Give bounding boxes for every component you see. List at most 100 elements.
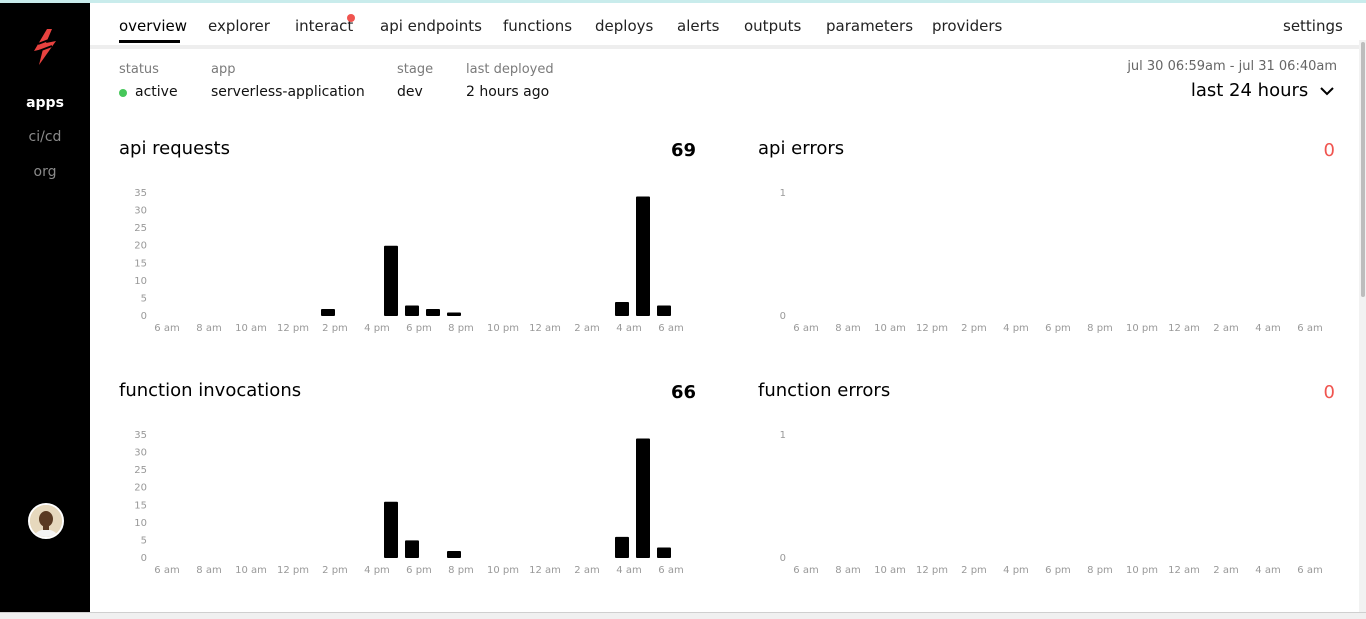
function-errors-x-tick: 2 am [1213,565,1238,576]
api-errors-y-tick: 1 [780,188,786,199]
api-requests-y-tick: 20 [134,241,147,252]
function-invocations-y-tick: 20 [134,483,147,494]
function-invocations-bar[interactable] [447,550,461,558]
scrollbar-track[interactable] [1359,40,1366,612]
function-invocations-y-tick: 30 [134,448,147,459]
function-invocations-x-tick: 12 am [529,565,561,576]
api-requests-bar[interactable] [321,308,335,316]
api-requests-bar[interactable] [447,312,461,316]
function-invocations-x-tick: 6 am [154,565,179,576]
api-requests-bar[interactable] [426,308,440,316]
function-invocations-x-tick: 8 am [196,565,221,576]
function-invocations-bar[interactable] [636,438,650,558]
status-label: status [119,62,159,77]
function-invocations-chart: 0 5 10 15 20 25 30 35 6 am 8 am 10 am 12 pm 2 pm 4 pm… [134,430,683,576]
api-errors-x-tick: 12 am [1168,323,1200,334]
function-invocations-total: 66 [670,382,696,403]
api-requests-y-tick: 35 [134,188,147,199]
api-errors-x-tick: 2 pm [961,323,987,334]
time-range-select[interactable]: last 24 hours [1191,80,1334,101]
api-requests-bar[interactable] [657,305,671,316]
stage-label: stage [397,62,434,77]
api-errors-x-tick: 4 pm [1003,323,1029,334]
function-errors-chart: 0 1 6 am 8 am 10 am 12 pm 2 pm 4 pm 6 pm 8 pm 10 p… [780,430,1323,576]
function-errors-x-tick: 6 am [793,565,818,576]
notification-dot [347,14,355,22]
tab-overview[interactable]: overview [119,17,187,35]
time-range-text: jul 30 06:59am - jul 31 06:40am [1127,59,1337,74]
function-invocations-bar[interactable] [384,501,398,558]
api-requests-y-tick: 15 [134,258,147,269]
tab-outputs[interactable]: outputs [744,17,802,35]
sidebar-item-cicd[interactable]: ci/cd [28,129,62,145]
avatar[interactable] [28,503,64,539]
function-invocations-x-tick: 4 pm [364,565,390,576]
function-invocations-bar[interactable] [615,536,629,558]
api-requests-x-tick: 4 am [616,323,641,334]
api-errors-x-tick: 2 am [1213,323,1238,334]
function-invocations-bar[interactable] [657,547,671,558]
api-requests-x-tick: 2 am [574,323,599,334]
function-invocations-x-tick: 12 pm [277,565,309,576]
api-requests-x-tick: 10 pm [487,323,519,334]
api-requests-title: api requests [119,138,230,159]
sidebar: apps ci/cd org [0,3,90,612]
function-errors-x-tick: 8 pm [1087,565,1113,576]
function-errors-x-tick: 12 pm [916,565,948,576]
function-invocations-y-tick: 10 [134,518,147,529]
api-requests-x-tick: 6 am [658,323,683,334]
api-errors-x-tick: 10 am [874,323,906,334]
tab-alerts[interactable]: alerts [677,17,720,35]
api-errors-chart: 0 1 6 am 8 am 10 am 12 pm 2 pm 4 pm 6 pm 8 pm 10 p… [780,188,1323,334]
function-invocations-x-tick: 10 am [235,565,267,576]
function-errors-x-tick: 10 am [874,565,906,576]
api-errors-title: api errors [758,138,845,159]
top-navigation: overview explorer interact api endpoints… [90,3,1366,49]
api-requests-x-tick: 6 am [154,323,179,334]
api-requests-bar[interactable] [384,245,398,316]
api-requests-y-tick: 25 [134,223,147,234]
api-requests-x-tick: 6 pm [406,323,432,334]
bolt-icon[interactable] [30,27,60,67]
app-value: serverless-application [211,84,365,100]
tab-settings[interactable]: settings [1283,17,1343,35]
last-deployed-label: last deployed [466,62,554,77]
api-errors-x-tick: 6 pm [1045,323,1071,334]
api-errors-x-tick: 4 am [1255,323,1280,334]
last-deployed-value: 2 hours ago [466,84,550,100]
function-invocations-x-tick: 4 am [616,565,641,576]
function-invocations-bar[interactable] [405,540,419,558]
api-requests-x-tick: 4 pm [364,323,390,334]
stage-value: dev [397,84,423,100]
tab-deploys[interactable]: deploys [595,17,654,35]
api-requests-x-tick: 8 am [196,323,221,334]
tab-interact[interactable]: interact [295,17,354,35]
api-requests-x-tick: 2 pm [322,323,348,334]
api-errors-x-tick: 12 pm [916,323,948,334]
tab-functions[interactable]: functions [503,17,573,35]
api-requests-bar[interactable] [615,301,629,316]
function-invocations-x-tick: 6 pm [406,565,432,576]
tab-api-endpoints[interactable]: api endpoints [380,17,482,35]
function-invocations-x-tick: 2 am [574,565,599,576]
api-requests-bar[interactable] [636,196,650,316]
function-errors-x-tick: 6 am [1297,565,1322,576]
api-errors-x-tick: 8 pm [1087,323,1113,334]
tab-providers[interactable]: providers [932,17,1003,35]
function-invocations-x-tick: 6 am [658,565,683,576]
sidebar-item-apps[interactable]: apps [26,95,64,111]
function-errors-x-tick: 6 pm [1045,565,1071,576]
function-errors-title: function errors [758,380,891,401]
api-requests-y-tick: 10 [134,276,147,287]
api-errors-x-tick: 8 am [835,323,860,334]
chevron-down-icon [1320,86,1334,95]
api-errors-y-tick: 0 [780,311,786,322]
api-requests-bar[interactable] [405,305,419,316]
api-requests-chart: 0 5 10 15 20 25 30 35 6 am 8 am 10 am 12 pm 2 pm 4 pm… [134,188,683,334]
tab-explorer[interactable]: explorer [208,17,270,35]
function-invocations-y-tick: 0 [141,553,147,564]
app-label: app [211,62,236,77]
sidebar-item-org[interactable]: org [33,164,57,180]
tab-parameters[interactable]: parameters [826,17,914,35]
scrollbar-thumb[interactable] [1361,42,1365,297]
